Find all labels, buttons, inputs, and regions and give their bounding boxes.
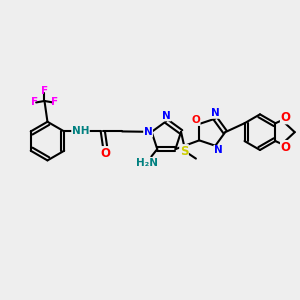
Text: N: N [144,127,152,137]
Text: S: S [180,145,188,158]
Text: F: F [41,85,48,96]
Text: O: O [280,111,290,124]
Text: O: O [191,116,200,125]
Text: F: F [31,98,38,107]
Text: N: N [214,146,223,155]
Text: N: N [211,108,220,118]
Text: N: N [162,111,171,121]
Text: O: O [100,147,110,160]
Text: O: O [280,140,290,154]
Text: F: F [51,98,58,107]
Text: H₂N: H₂N [136,158,158,167]
Text: NH: NH [72,126,89,136]
